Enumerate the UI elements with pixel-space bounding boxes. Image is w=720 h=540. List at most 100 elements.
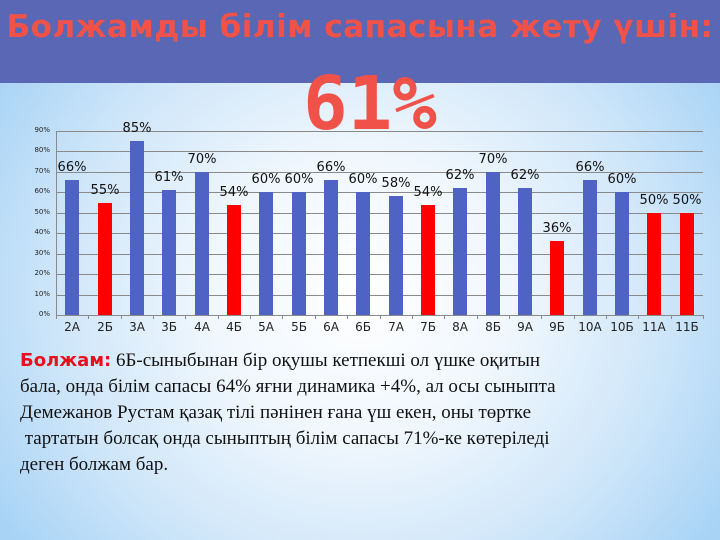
data-label: 62% [510,168,540,183]
bar-5А [259,192,273,315]
x-tick [56,315,57,319]
bar-7Б [421,205,435,315]
bar-9А [518,188,532,315]
bar-10Б [615,192,629,315]
x-tick-label: 10А [578,320,602,334]
y-tick-label: 40% [34,228,50,236]
x-tick [347,315,348,319]
bar-4А [195,172,209,315]
bar-chart: 0% 10% 20% 30% 40% 50% 60% 70% 80% 90% 66% 2А 55% 2Б 8… [34,121,704,334]
bar-11А [647,213,661,315]
forecast-line-1: 6Б-сыныбынан бір оқушы кетпекші ол үшке … [111,350,541,371]
y-tick-label: 30% [34,249,50,257]
data-label: 60% [607,172,637,187]
bar-4Б [227,205,241,315]
y-tick-label: 0% [38,310,50,318]
x-tick [444,315,445,319]
data-label: 66% [57,160,87,175]
bar-3А [130,141,144,315]
bar-5Б [292,192,306,315]
bar-6Б [356,192,370,315]
y-tick-label: 20% [34,269,50,277]
x-tick [671,315,672,319]
data-label: 55% [90,183,120,198]
x-tick [541,315,542,319]
y-tick-label: 90% [34,126,50,134]
forecast-text: Болжам: 6Б-сыныбынан бір оқушы кетпекші … [20,348,710,478]
x-tick [574,315,575,319]
data-label: 66% [575,160,605,175]
gridline [56,213,703,214]
x-tick [606,315,607,319]
data-label: 60% [284,172,314,187]
data-label: 36% [542,221,572,236]
title-banner [0,0,720,83]
gridline [56,131,703,132]
y-tick-label: 60% [34,187,50,195]
gridline [56,254,703,255]
y-tick-label: 70% [34,167,50,175]
bar-8А [453,188,467,315]
bar-10А [583,180,597,315]
x-tick-label: 8Б [485,320,501,334]
x-tick-label: 5Б [291,320,307,334]
data-label: 61% [154,170,184,185]
x-tick-label: 3Б [161,320,177,334]
slide-title: Болжамды білім сапасына жету үшін: [6,9,714,45]
forecast-prefix: Болжам: [20,350,112,371]
x-tick-label: 3А [129,320,145,334]
bar-7А [389,196,403,315]
bar-3Б [162,190,176,315]
x-tick [282,315,283,319]
data-label: 66% [316,160,346,175]
x-tick-label: 5А [258,320,274,334]
x-tick-label: 9Б [549,320,565,334]
target-percent: 61% [303,61,437,147]
x-tick [218,315,219,319]
data-label: 85% [122,121,152,136]
gridline [56,295,703,296]
data-label: 54% [219,185,249,200]
y-tick-label: 10% [34,290,50,298]
bar-6А [324,180,338,315]
gridline [56,274,703,275]
data-label: 54% [413,185,443,200]
bar-8Б [486,172,500,315]
x-tick-label: 8А [452,320,468,334]
x-tick [703,315,704,319]
data-label: 62% [445,168,475,183]
gridline [56,233,703,234]
bar-9Б [550,241,564,315]
x-tick-label: 7А [388,320,404,334]
gridline [56,315,703,316]
x-tick-label: 6А [323,320,339,334]
x-tick [153,315,154,319]
bar-2Б [98,203,112,315]
gridline [56,192,703,193]
x-tick [380,315,381,319]
x-tick [412,315,413,319]
data-label: 58% [381,176,411,191]
x-tick-label: 11Б [675,320,699,334]
x-tick [250,315,251,319]
x-tick-label: 4Б [226,320,242,334]
x-tick [121,315,122,319]
x-tick [185,315,186,319]
x-tick-label: 2А [64,320,80,334]
x-tick-label: 4А [194,320,210,334]
data-label: 50% [672,193,702,208]
x-tick [88,315,89,319]
forecast-line-2: бала, онда білім сапасы 64% яғни динамик… [20,376,556,397]
x-tick [638,315,639,319]
forecast-line-5: деген болжам бар. [20,454,169,475]
x-tick [509,315,510,319]
bar-11Б [680,213,694,315]
forecast-line-4: тартатын болсақ онда сыныптың білім сапа… [20,428,550,449]
data-label: 50% [639,193,669,208]
data-label: 70% [478,152,508,167]
y-axis [56,131,57,315]
x-tick-label: 2Б [97,320,113,334]
x-tick [477,315,478,319]
x-tick-label: 9А [517,320,533,334]
data-label: 70% [187,152,217,167]
